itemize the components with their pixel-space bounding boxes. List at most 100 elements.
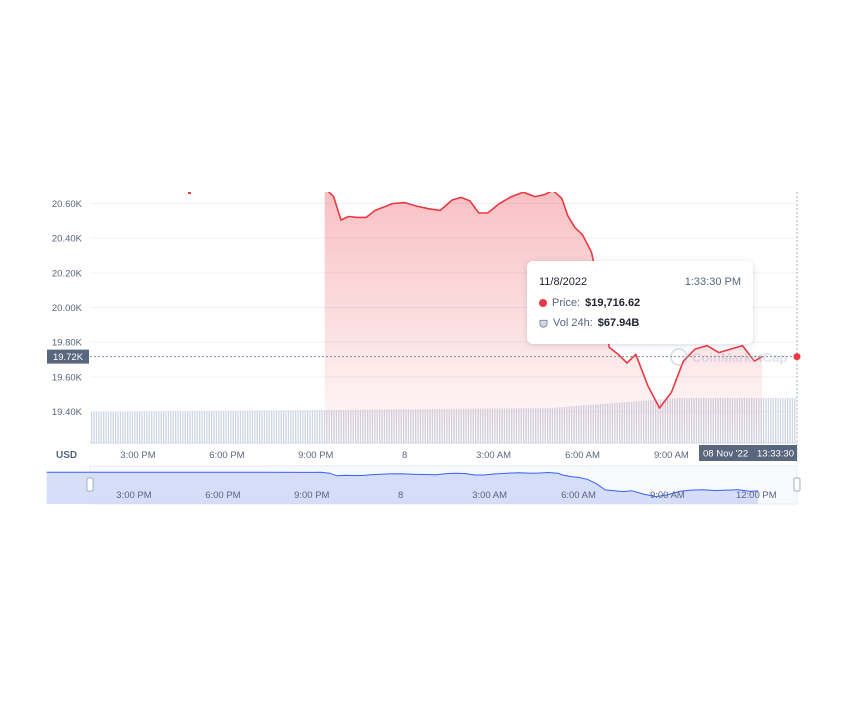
volume-bar — [134, 411, 136, 443]
volume-bar — [199, 411, 201, 443]
navigator-tick-label: 3:00 PM — [116, 490, 151, 501]
volume-bar — [211, 410, 213, 443]
volume-bar — [91, 411, 93, 443]
volume-bar — [297, 410, 299, 443]
volume-bar — [93, 411, 95, 443]
handle-grip-icon — [793, 477, 801, 492]
navigator-right-handle[interactable] — [793, 477, 801, 492]
volume-bar — [206, 410, 208, 443]
volume-bar — [122, 411, 124, 443]
y-tick-label: 20.40K — [52, 234, 83, 245]
volume-bar — [772, 398, 774, 443]
volume-bar — [153, 411, 155, 443]
watermark-text: CoinMarketCap — [692, 350, 787, 365]
volume-bar — [775, 398, 777, 443]
volume-bar — [115, 411, 117, 443]
volume-bar — [191, 411, 194, 443]
tooltip-price-label: Price: — [552, 297, 581, 309]
y-tick-label: 19.40K — [52, 407, 83, 418]
volume-bar — [201, 411, 203, 443]
volume-bar — [256, 410, 258, 443]
navigator-tick-label: 3:00 AM — [472, 490, 507, 501]
volume-bar — [227, 410, 230, 443]
tooltip-time: 1:33:30 PM — [684, 276, 741, 288]
navigator-tick-label: 9:00 AM — [650, 490, 685, 501]
y-tick-label: 19.80K — [52, 338, 83, 349]
volume-bar — [307, 410, 309, 443]
volume-bar — [247, 410, 249, 443]
volume-bar — [777, 398, 779, 443]
crosshair-date-label: 08 Nov '22 — [703, 449, 748, 460]
volume-bar — [112, 411, 114, 443]
volume-bar — [170, 411, 172, 443]
volume-bar — [292, 410, 294, 443]
volume-bar — [230, 410, 232, 443]
volume-bar — [319, 410, 321, 443]
volume-bar — [129, 411, 131, 443]
volume-bar — [290, 410, 292, 443]
volume-bar — [139, 411, 141, 443]
volume-bar — [143, 411, 146, 443]
volume-bar — [321, 409, 323, 443]
volume-bar — [791, 398, 794, 443]
volume-bar — [304, 410, 306, 443]
volume-bar — [117, 411, 119, 443]
volume-bar — [299, 410, 302, 443]
price-point-early — [188, 192, 191, 194]
current-price-badge — [47, 349, 89, 364]
price-line — [327, 192, 763, 409]
volume-bar — [220, 410, 222, 443]
volume-bar — [309, 410, 311, 443]
tooltip-date: 11/8/2022 — [539, 276, 588, 288]
navigator-tick-label: 8 — [398, 490, 403, 501]
volume-bar — [283, 410, 285, 443]
volume-bar — [779, 398, 782, 443]
volume-bar — [287, 410, 290, 443]
volume-bar — [103, 411, 105, 443]
volume-bar — [263, 410, 266, 443]
volume-bar — [266, 410, 268, 443]
volume-bar — [237, 410, 239, 443]
chart-tooltip: 11/8/2022 1:33:30 PM Price: $19,716.62 V… — [527, 261, 753, 344]
volume-bar — [172, 411, 174, 443]
volume-bar — [182, 411, 184, 443]
volume-bar — [158, 411, 160, 443]
volume-bar — [105, 411, 107, 443]
x-tick-label: 8 — [402, 450, 407, 461]
volume-bar — [141, 411, 143, 443]
volume-bar — [98, 411, 100, 443]
volume-bar — [167, 411, 170, 443]
volume-bar — [763, 398, 765, 443]
tooltip-volume-row: Vol 24h: $67.94B — [539, 317, 639, 329]
volume-bar — [259, 410, 261, 443]
volume-bar — [148, 411, 150, 443]
y-tick-label: 20.00K — [52, 303, 83, 314]
navigator: 3:00 PM 6:00 PM 9:00 PM 8 3:00 AM 6:00 AM 9:00… — [46, 465, 801, 505]
volume-bar — [235, 410, 237, 443]
volume-bar — [789, 398, 791, 443]
volume-bar — [273, 410, 275, 443]
volume-bar — [163, 411, 165, 443]
navigator-left-handle[interactable] — [86, 477, 94, 492]
volume-bar — [136, 411, 138, 443]
volume-bar — [165, 411, 167, 443]
volume-bar — [244, 410, 246, 443]
y-tick-label: 20.20K — [52, 268, 83, 279]
volume-bar — [261, 410, 263, 443]
crosshair-date-badge — [699, 445, 797, 461]
tooltip-volume-label: Vol 24h: — [553, 317, 593, 329]
volume-bar — [242, 410, 244, 443]
volume-bar — [223, 410, 225, 443]
crosshair-time-label: 13:33:30 — [757, 449, 794, 460]
volume-bar — [127, 411, 129, 443]
volume-bar — [232, 410, 234, 443]
volume-bar — [194, 411, 196, 443]
volume-bar — [208, 410, 210, 443]
volume-bar — [189, 411, 191, 443]
volume-bar — [160, 411, 162, 443]
volume-bar — [787, 398, 789, 443]
navigator-tick-label: 12:00 PM — [736, 490, 777, 501]
navigator-line — [46, 471, 759, 498]
